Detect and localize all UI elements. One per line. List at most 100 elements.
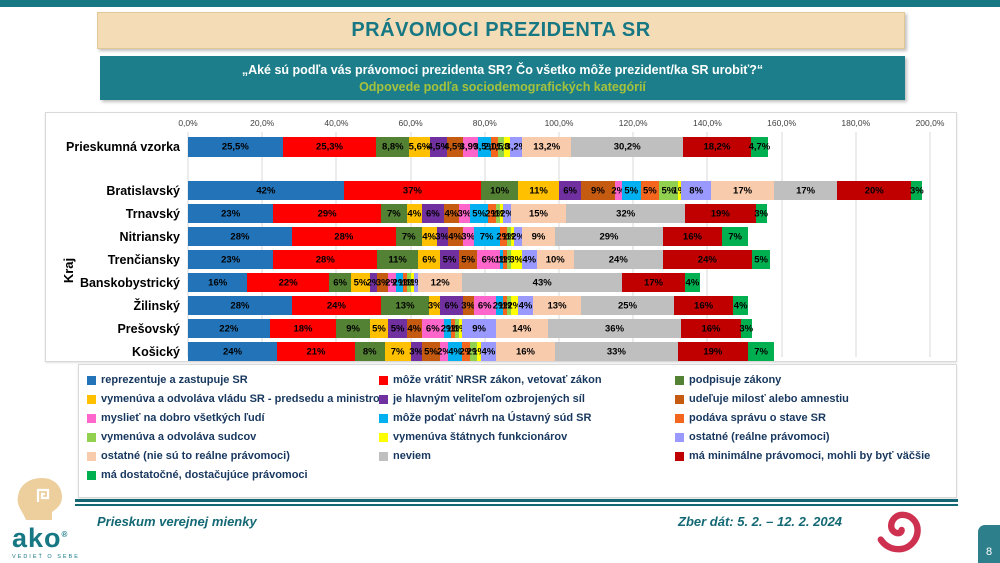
bar-segment: 1% bbox=[498, 250, 512, 269]
bar-segment: 2% bbox=[493, 296, 506, 315]
legend-label: myslieť na dobro všetkých ľudí bbox=[101, 412, 265, 424]
bar-segment: 11% bbox=[518, 181, 559, 200]
footer-divider bbox=[75, 499, 958, 506]
bar-segment: 25,5% bbox=[188, 137, 283, 157]
bar-segment: 1% bbox=[450, 319, 464, 338]
bar-rows: Prieskumná vzorka 25,5% 25,3% 8,8% 5,6% 4,5% 4… bbox=[46, 137, 930, 365]
bar-segment: 6% bbox=[421, 204, 444, 223]
bar-segment: 2% bbox=[496, 227, 510, 246]
segment-value-label: 5% bbox=[661, 185, 676, 196]
segment-value-label: 13% bbox=[547, 300, 567, 311]
bar-segment: 19% bbox=[685, 204, 756, 223]
bar-segment: 1% bbox=[502, 227, 516, 246]
legend-label: udeľuje milosť alebo amnestiu bbox=[689, 393, 849, 405]
x-axis-tick: 60,0% bbox=[398, 118, 423, 128]
segment-value-label: 29% bbox=[599, 231, 619, 242]
segment-value-label: 4% bbox=[407, 208, 422, 219]
legend-label: podáva správu o stave SR bbox=[689, 412, 826, 424]
segment-value-label: 9% bbox=[346, 323, 360, 334]
segment-value-label: 18,2% bbox=[703, 141, 731, 153]
segment-value-label: 2% bbox=[507, 300, 522, 311]
legend-swatch-icon bbox=[87, 413, 96, 423]
bar-segment: 17% bbox=[774, 181, 838, 200]
segment-value-label: 1% bbox=[409, 277, 423, 288]
bar-segment: 6% bbox=[418, 250, 441, 269]
x-axis-tick: 200,0% bbox=[915, 118, 945, 128]
bar-segment: 5% bbox=[622, 181, 641, 200]
bar-segment: 28% bbox=[291, 227, 396, 246]
bar-segment: 9% bbox=[521, 227, 556, 246]
segment-value-label: 1% bbox=[501, 300, 516, 311]
legend-item: má dostatočné, dostačujúce právomoci bbox=[87, 469, 379, 481]
bar-segment: 3% bbox=[461, 296, 475, 315]
segment-value-label: 6% bbox=[333, 277, 347, 288]
segment-value-label: 1% bbox=[450, 323, 464, 334]
segment-value-label: 9% bbox=[591, 185, 605, 196]
bar-segment: 8% bbox=[354, 342, 385, 361]
x-axis-tick: 20,0% bbox=[250, 118, 275, 128]
bar-segment: 3% bbox=[427, 296, 442, 315]
bar-segment: 5% bbox=[469, 204, 489, 223]
segment-value-label: 32% bbox=[616, 208, 636, 219]
segment-value-label: 16% bbox=[701, 323, 721, 334]
legend-item: ostatné (nie sú to reálne právomoci) bbox=[87, 450, 379, 462]
legend-label: má minimálne právomoci, mohli by byť väč… bbox=[689, 450, 931, 462]
bar-segment: 3% bbox=[910, 181, 924, 200]
row-label: Nitriansky bbox=[119, 229, 180, 244]
bar-segment: 24% bbox=[188, 342, 278, 361]
bar-segment: 6% bbox=[328, 273, 352, 292]
segment-value-label: 1% bbox=[501, 231, 516, 242]
segment-value-label: 8% bbox=[362, 346, 377, 357]
bar-segment: 1% bbox=[506, 227, 519, 246]
segment-value-label: 1,8% bbox=[496, 141, 518, 153]
segment-value-label: 3% bbox=[435, 231, 449, 242]
bar-segment: 4% bbox=[518, 296, 533, 315]
bar-segment: 10% bbox=[481, 181, 519, 200]
bar-row: Prešovský 22% 18% 9% 5% 5% 4% 6% 2% 1% 1% 1% 9% 14% 36… bbox=[46, 319, 930, 338]
bar-segment: 3% bbox=[457, 204, 471, 223]
bar-segment: 4,7% bbox=[749, 137, 770, 157]
segment-value-label: 7% bbox=[754, 346, 768, 357]
segment-value-label: 24% bbox=[608, 254, 628, 265]
bar-segment: 3% bbox=[409, 342, 424, 361]
bar-row: Prieskumná vzorka 25,5% 25,3% 8,8% 5,6% 4,5% 4… bbox=[46, 137, 930, 157]
bar-segment: 2% bbox=[367, 273, 380, 292]
segment-value-label: 2% bbox=[440, 323, 455, 334]
segment-value-label: 4% bbox=[444, 208, 459, 219]
bar-segment: 1% bbox=[409, 273, 423, 292]
head-logo-icon bbox=[17, 478, 62, 520]
x-axis-tick: 120,0% bbox=[618, 118, 648, 128]
stacked-bar: 23% 28% 11% 6% 5% 5% 6% 1% 1% 1% 3% 4% 10% 24% 24% 5% bbox=[188, 250, 930, 269]
bar-segment: 3% bbox=[509, 250, 523, 269]
segment-value-label: 22% bbox=[219, 323, 239, 334]
survey-question: „Aké sú podľa vás právomoci prezidenta S… bbox=[241, 62, 764, 77]
segment-value-label: 2% bbox=[385, 277, 399, 288]
segment-value-label: 37% bbox=[402, 185, 422, 196]
segment-value-label: 2% bbox=[459, 346, 474, 357]
segment-value-label: 7% bbox=[479, 231, 494, 242]
ako-caption: VEDIEŤ O SEBE bbox=[12, 554, 80, 560]
segment-value-label: 4% bbox=[518, 300, 533, 311]
segment-value-label: 1,5% bbox=[490, 141, 512, 153]
bar-segment: 5% bbox=[440, 250, 459, 269]
segment-value-label: 2% bbox=[500, 208, 514, 219]
segment-value-label: 10% bbox=[545, 254, 565, 265]
legend-item: vymenúva a odvoláva sudcov bbox=[87, 431, 379, 443]
bar-segment: 3% bbox=[754, 204, 768, 223]
segment-value-label: 3% bbox=[409, 346, 424, 357]
bar-segment: 4% bbox=[447, 227, 463, 246]
segment-value-label: 5% bbox=[353, 277, 368, 288]
bar-segment: 2% bbox=[441, 319, 454, 338]
bar-segment: 19% bbox=[677, 342, 749, 361]
legend-item: neviem bbox=[379, 450, 675, 462]
bar-segment: 4% bbox=[421, 227, 437, 246]
bar-segment: 5% bbox=[351, 273, 370, 292]
segment-value-label: 6% bbox=[477, 300, 492, 311]
legend-label: vymenúva a odvoláva vládu SR - predsedu … bbox=[101, 393, 386, 405]
bar-segment: 7% bbox=[380, 204, 407, 223]
bar-segment: 9% bbox=[462, 319, 496, 338]
bar-segment: 5% bbox=[659, 181, 678, 200]
segment-value-label: 3% bbox=[427, 300, 442, 311]
stacked-bar: 16% 22% 6% 5% 2% 3% 2% 2% 1% 1% 1% 1% 12% 43% 17% 4% bbox=[188, 273, 930, 292]
bar-segment: 8% bbox=[681, 181, 712, 200]
